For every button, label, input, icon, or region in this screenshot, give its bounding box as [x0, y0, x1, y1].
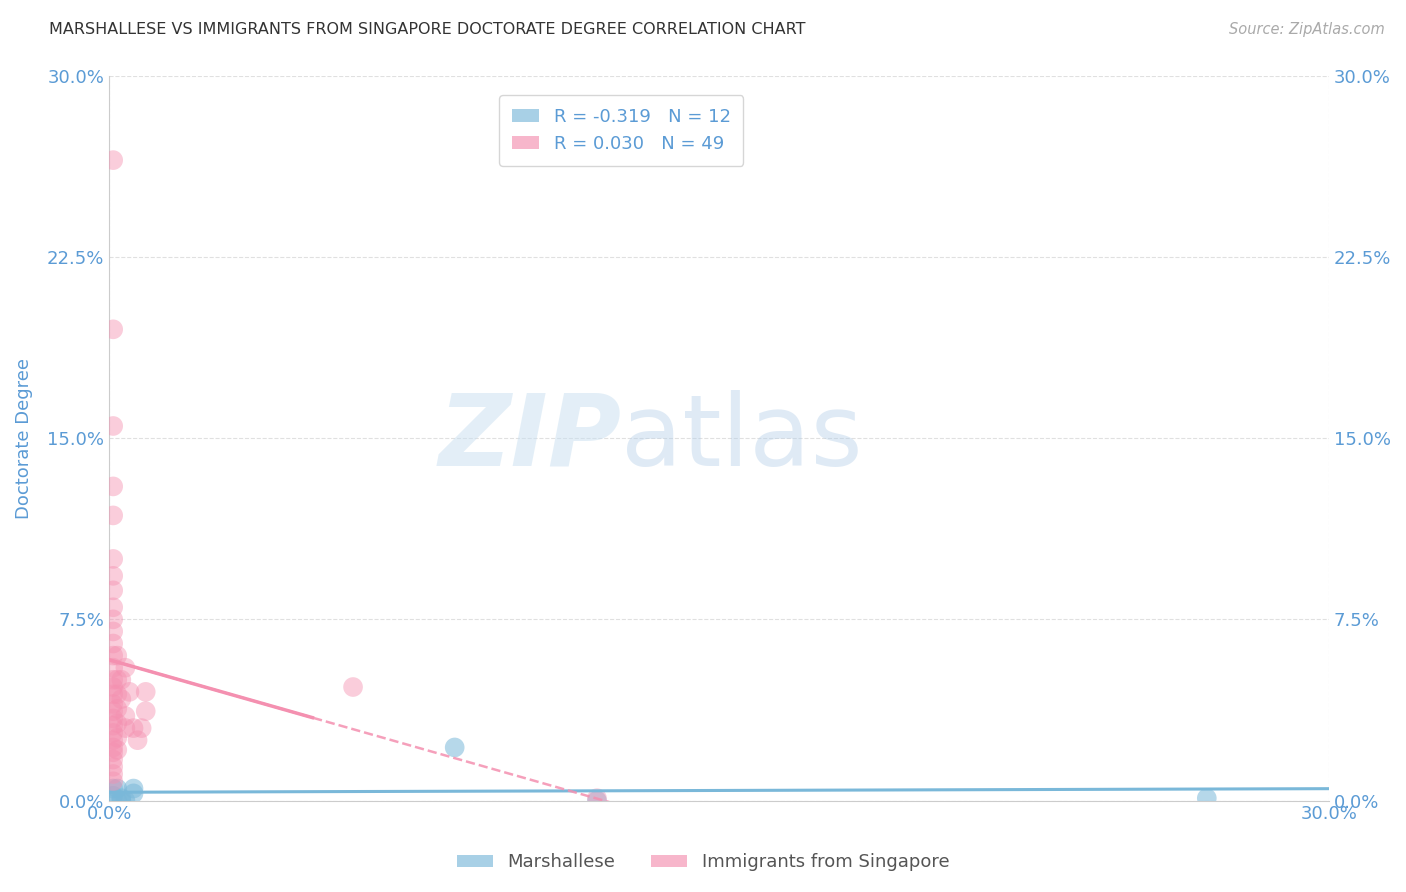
- Point: [103, 733, 125, 747]
- Point: [103, 752, 125, 766]
- Point: [103, 583, 125, 598]
- Legend: Marshallese, Immigrants from Singapore: Marshallese, Immigrants from Singapore: [450, 847, 956, 879]
- Point: [103, 552, 125, 566]
- Point: [105, 743, 128, 757]
- Point: [103, 760, 125, 774]
- Point: [103, 740, 125, 755]
- Point: [443, 740, 465, 755]
- Point: [110, 673, 132, 687]
- Point: [103, 680, 125, 694]
- Point: [105, 794, 128, 808]
- Point: [103, 704, 125, 718]
- Text: Source: ZipAtlas.com: Source: ZipAtlas.com: [1229, 22, 1385, 37]
- Point: [103, 774, 125, 789]
- Point: [110, 794, 132, 808]
- Point: [103, 153, 125, 168]
- Point: [103, 673, 125, 687]
- Point: [103, 711, 125, 725]
- Point: [1195, 791, 1218, 805]
- Point: [103, 687, 125, 701]
- Point: [103, 767, 125, 781]
- Text: ZIP: ZIP: [439, 390, 621, 486]
- Point: [103, 419, 125, 434]
- Point: [131, 721, 153, 735]
- Point: [105, 716, 128, 731]
- Point: [103, 612, 125, 626]
- Point: [135, 685, 157, 699]
- Point: [110, 692, 132, 706]
- Legend: R = -0.319   N = 12, R = 0.030   N = 49: R = -0.319 N = 12, R = 0.030 N = 49: [499, 95, 744, 166]
- Point: [114, 794, 136, 808]
- Point: [114, 661, 136, 675]
- Point: [105, 702, 128, 716]
- Point: [103, 781, 125, 796]
- Point: [103, 648, 125, 663]
- Point: [103, 726, 125, 740]
- Point: [135, 704, 157, 718]
- Point: [105, 731, 128, 745]
- Point: [118, 685, 141, 699]
- Point: [342, 680, 364, 694]
- Point: [103, 697, 125, 711]
- Point: [127, 733, 149, 747]
- Point: [105, 648, 128, 663]
- Point: [103, 636, 125, 650]
- Point: [586, 791, 609, 805]
- Y-axis label: Doctorate Degree: Doctorate Degree: [15, 358, 32, 518]
- Point: [105, 673, 128, 687]
- Point: [103, 745, 125, 759]
- Point: [103, 569, 125, 583]
- Point: [586, 794, 609, 808]
- Point: [122, 721, 145, 735]
- Point: [103, 322, 125, 336]
- Point: [103, 789, 125, 803]
- Point: [114, 721, 136, 735]
- Point: [103, 719, 125, 733]
- Point: [103, 508, 125, 523]
- Point: [103, 661, 125, 675]
- Point: [103, 479, 125, 493]
- Text: MARSHALLESE VS IMMIGRANTS FROM SINGAPORE DOCTORATE DEGREE CORRELATION CHART: MARSHALLESE VS IMMIGRANTS FROM SINGAPORE…: [49, 22, 806, 37]
- Point: [103, 600, 125, 615]
- Point: [103, 624, 125, 639]
- Point: [122, 786, 145, 800]
- Point: [105, 687, 128, 701]
- Point: [114, 709, 136, 723]
- Point: [105, 781, 128, 796]
- Text: atlas: atlas: [621, 390, 863, 486]
- Point: [110, 791, 132, 805]
- Point: [122, 781, 145, 796]
